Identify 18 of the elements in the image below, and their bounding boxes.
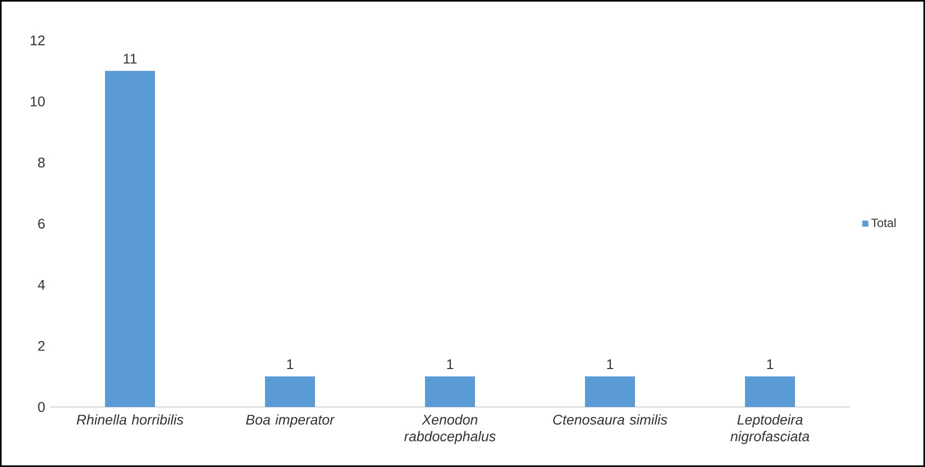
data-label: 1	[287, 359, 294, 370]
x-tick-label: Xenodon rabdocephalus	[404, 414, 496, 444]
y-tick-label: 4	[38, 280, 45, 290]
y-tick-label: 10	[30, 96, 45, 106]
y-tick-label: 6	[38, 218, 45, 229]
x-tick-label: Rhinella horribilis	[76, 414, 184, 425]
x-tick-label: Leptodeira nigrofasciata	[730, 414, 810, 444]
y-tick-label: 0	[38, 402, 45, 412]
x-tick-label: Boa imperator	[246, 414, 335, 428]
x-tick-label: Ctenosaura similis	[553, 414, 668, 425]
legend-label: Total	[871, 218, 896, 228]
data-label: 1	[447, 359, 454, 370]
data-label: 1	[767, 359, 774, 370]
y-tick-label: 2	[38, 341, 45, 351]
y-tick-label: 8	[38, 158, 45, 168]
y-tick-label: 12	[30, 35, 45, 46]
data-label: 11	[124, 54, 137, 64]
data-label: 1	[607, 359, 614, 370]
